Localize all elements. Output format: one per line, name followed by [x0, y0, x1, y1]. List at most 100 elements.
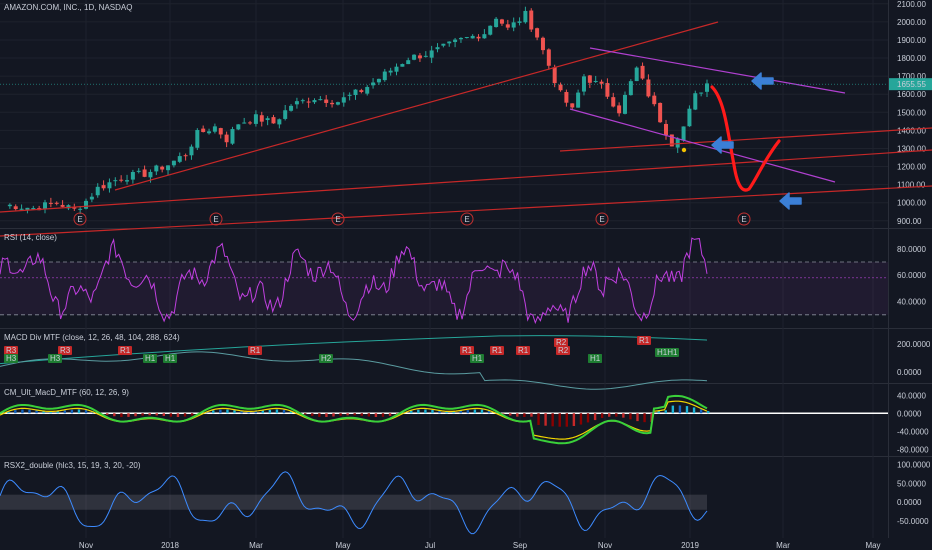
projection-drawing: [710, 85, 781, 192]
macd-divergence-label: R2: [556, 338, 567, 347]
cm-histogram-bar: [84, 409, 88, 414]
candle-body: [412, 54, 417, 60]
candle-body: [347, 94, 352, 96]
cm-histogram-bar: [374, 413, 378, 417]
cm-histogram-bar: [707, 411, 710, 414]
rsx-band: [0, 494, 707, 510]
candle-body: [271, 117, 276, 124]
macd-divergence-tag: [58, 346, 72, 355]
candle-body: [277, 119, 282, 125]
blue-arrow-icon: [751, 72, 774, 90]
cm-histogram-bar: [452, 411, 455, 414]
candle-body: [335, 102, 340, 105]
cm-histogram-bar: [134, 413, 137, 417]
rsi-line: [0, 237, 708, 325]
candle-body: [148, 171, 153, 178]
candle-body: [681, 126, 686, 141]
candle-body: [31, 208, 36, 210]
candle-body: [447, 41, 452, 44]
cm-histogram-bar: [155, 413, 158, 416]
candle-body: [593, 80, 598, 82]
candle-body: [564, 92, 569, 103]
cm-histogram-bar: [42, 410, 45, 414]
cm-histogram-bar: [622, 413, 625, 418]
cm-histogram-bar: [127, 413, 130, 417]
macd-divergence-label: H2: [321, 354, 332, 363]
candle-body: [306, 101, 311, 103]
cm-histogram-bar: [600, 413, 604, 418]
cm-histogram-bar: [28, 409, 31, 414]
macd-divergence-tag: [637, 336, 651, 345]
candle-body: [312, 100, 317, 103]
cm-histogram-bar: [494, 411, 498, 414]
cm-axis-label: -40.0000: [897, 427, 929, 436]
candle-body: [289, 105, 294, 111]
candle-body: [599, 81, 604, 84]
cm-histogram-bar: [671, 405, 675, 414]
rsi-axis-label: 80.0000: [897, 245, 926, 254]
cm-histogram-bar: [183, 413, 187, 417]
price-axis-label: 1200.00: [897, 163, 926, 172]
candle-body: [658, 102, 663, 123]
macd-divergence-tag: [588, 354, 602, 363]
candle-body: [259, 115, 264, 122]
price-axis-label: 1500.00: [897, 108, 926, 117]
candle-body: [423, 55, 428, 57]
candle-body: [640, 65, 645, 79]
rsx-axis-label: 100.0000: [897, 461, 931, 470]
price-badge-label: 1655.55: [897, 80, 926, 89]
cm-histogram-bar: [268, 409, 272, 414]
cm-histogram-bar: [586, 413, 590, 423]
trend-line: [0, 185, 932, 237]
cm-histogram-bar: [70, 409, 74, 414]
cm-histogram-bar: [367, 413, 371, 417]
cm-histogram-bar: [162, 413, 166, 417]
macd-divergence-label: R1: [518, 346, 529, 355]
price-axis-label: 1300.00: [897, 144, 926, 153]
cm-histogram-bar: [572, 413, 576, 427]
rsi-title: RSI (14, close): [4, 233, 57, 242]
x-axis-label: Mar: [776, 541, 790, 550]
cm-histogram-bar: [551, 413, 554, 427]
macd-divergence-label: H1: [165, 354, 176, 363]
cm-histogram-bar: [169, 413, 173, 417]
cm-histogram-bar: [615, 413, 618, 417]
candle-body: [488, 25, 493, 35]
cm-histogram-bar: [318, 413, 321, 417]
rsx-title: RSX2_double (hlc3, 15, 19, 3, 20, -20): [4, 461, 141, 470]
earnings-marker-icon: [737, 212, 751, 226]
cm-histogram-bar: [459, 410, 462, 414]
rsx-axis-label: -50.0000: [897, 517, 929, 526]
candle-body: [365, 87, 370, 94]
cm-histogram-bar: [558, 413, 561, 427]
cm-histogram-bar: [516, 413, 519, 417]
cm-histogram-bar: [523, 413, 526, 417]
candle-body: [605, 83, 610, 97]
cm-histogram-bar: [21, 409, 24, 414]
candle-body: [142, 169, 147, 177]
candle-body: [376, 78, 381, 83]
cm-histogram-bar: [438, 410, 441, 414]
macd-divergence-label: H3: [50, 354, 61, 363]
candle-body: [130, 171, 135, 180]
candle-body: [242, 122, 247, 124]
trend-line: [0, 149, 932, 213]
earnings-marker-label: E: [213, 215, 218, 224]
macd-divergence-tag: [470, 354, 484, 363]
cm-histogram-bar: [120, 413, 123, 417]
macd-divergence-label: H1: [472, 354, 483, 363]
cm-histogram-bar: [240, 410, 243, 414]
cm-histogram-bar: [325, 413, 328, 417]
cm-axis-label: 0.0000: [897, 409, 922, 418]
price-axis-label: 1600.00: [897, 90, 926, 99]
candle-body: [195, 130, 200, 148]
macd-divergence-tag: [556, 346, 570, 355]
blue-arrow-icon: [711, 136, 734, 154]
macd-divergence-tag: [655, 348, 679, 357]
candle-body: [253, 114, 258, 124]
low-marker: [681, 147, 687, 153]
candle-body: [669, 134, 674, 147]
candle-body: [552, 67, 557, 84]
price-axis-label: 1100.00: [897, 181, 926, 190]
